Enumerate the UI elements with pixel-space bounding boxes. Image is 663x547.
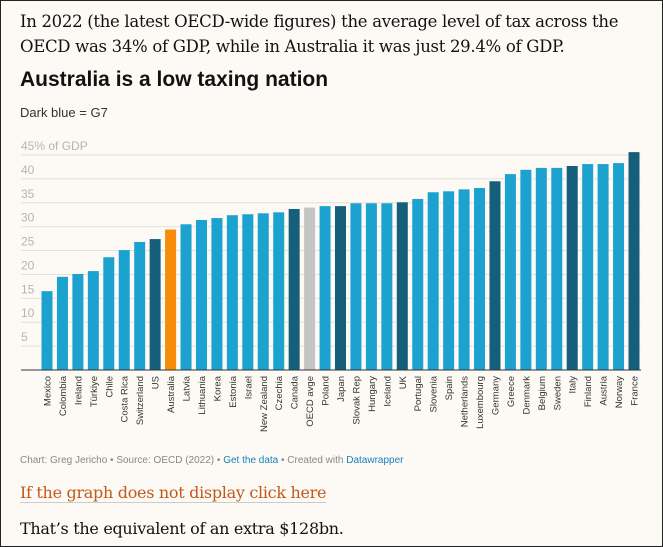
bar-mexico[interactable] (41, 291, 53, 370)
x-tick-label: Czechia (274, 375, 285, 410)
bar-switzerland[interactable] (134, 241, 146, 370)
x-tick-label: Germany (490, 376, 501, 415)
x-tick-label: Mexico (43, 376, 54, 406)
x-tick-label: Lithuania (197, 375, 208, 414)
y-tick-label: 40 (21, 163, 35, 177)
x-tick-label: Poland (321, 376, 332, 406)
y-tick-label: 20 (21, 258, 35, 272)
x-tick-label: Sweden (552, 376, 563, 410)
x-tick-label: Ireland (73, 376, 84, 405)
bar-slovenia[interactable] (427, 192, 439, 370)
y-tick-label: 35 (21, 187, 35, 201)
x-tick-label: OECD avge (305, 376, 316, 427)
x-tick-label: Luxembourg (475, 376, 486, 429)
x-tick-label: Korea (212, 375, 223, 401)
bar-germany[interactable] (489, 181, 501, 370)
bar-luxembourg[interactable] (474, 187, 486, 370)
x-tick-label: Spain (444, 376, 455, 400)
chart-credit: Chart: Greg Jericho • Source: OECD (2022… (20, 455, 224, 466)
x-tick-label: Hungary (367, 376, 378, 412)
bar-czechia[interactable] (273, 212, 285, 370)
bar-chart: 5 10 15 20 25 30 35 40 45% of GDP Mexico Colombia I… (21, 139, 641, 432)
bar-finland[interactable] (582, 164, 594, 370)
bar-oecd-avge[interactable] (304, 207, 316, 370)
x-tick-label: Israel (243, 376, 254, 399)
bar-korea[interactable] (211, 218, 223, 370)
x-tick-label: France (630, 376, 641, 406)
y-tick-label: 25 (21, 235, 35, 249)
bar-hungary[interactable] (365, 203, 377, 370)
bar-canada[interactable] (288, 208, 300, 370)
x-tick-label: Japan (336, 376, 347, 402)
intro-paragraph: In 2022 (the latest OECD-wide figures) t… (20, 12, 619, 56)
bar-israel[interactable] (242, 214, 254, 370)
x-tick-label: Australia (166, 375, 177, 413)
bar-france[interactable] (628, 152, 640, 370)
x-tick-label: Türkiye (89, 376, 100, 407)
x-tick-label: Slovenia (429, 375, 440, 412)
bar-iceland[interactable] (381, 203, 393, 370)
y-tick-label: 45% of GDP (21, 139, 88, 153)
chart-subtitle: Dark blue = G7 (20, 105, 108, 120)
get-data-link[interactable]: Get the data (223, 455, 279, 466)
datawrapper-link[interactable]: Datawrapper (346, 455, 404, 466)
y-tick-label: 30 (21, 211, 35, 225)
bar-estonia[interactable] (226, 215, 238, 370)
bar-japan[interactable] (335, 206, 346, 370)
x-tick-label: Austria (599, 375, 610, 405)
x-tick-label: Belgium (537, 376, 548, 410)
x-tick-label: Slovak Rep (351, 376, 362, 425)
x-tick-label: Switzerland (135, 376, 146, 425)
bar-us[interactable] (149, 239, 161, 370)
x-tick-label: US (151, 376, 162, 389)
x-tick-label: Iceland (382, 376, 393, 407)
bar-colombia[interactable] (56, 276, 68, 370)
y-tick-label: 5 (21, 330, 28, 344)
created-with-text: • Created with (278, 455, 347, 466)
x-tick-label: Canada (290, 375, 301, 409)
x-tick-label: UK (398, 375, 409, 389)
x-tick-label: Denmark (521, 376, 532, 415)
bar-austria[interactable] (597, 164, 609, 370)
bar-türkiye[interactable] (87, 271, 99, 370)
bar-slovak-rep[interactable] (350, 203, 362, 370)
bar-latvia[interactable] (180, 224, 192, 370)
x-tick-label: Colombia (58, 375, 69, 416)
bar-chile[interactable] (103, 257, 115, 370)
x-tick-label: Chile (104, 376, 115, 398)
bar-netherlands[interactable] (458, 189, 470, 370)
x-tick-label: Portugal (413, 376, 424, 411)
closing-paragraph: That’s the equivalent of an extra $128bn… (20, 519, 344, 538)
y-tick-label: 10 (21, 306, 35, 320)
bar-sweden[interactable] (551, 167, 563, 370)
y-tick-label: 15 (21, 282, 35, 296)
bar-costa-rica[interactable] (118, 250, 130, 370)
bar-uk[interactable] (396, 202, 408, 370)
bar-portugal[interactable] (412, 198, 424, 370)
graph-fallback-link[interactable]: If the graph does not display click here (20, 483, 327, 503)
x-tick-label: Costa Rica (120, 375, 131, 422)
bar-denmark[interactable] (520, 169, 532, 370)
x-tick-label: New Zealand (259, 376, 270, 432)
bar-ireland[interactable] (72, 273, 84, 370)
bar-italy[interactable] (566, 165, 578, 370)
x-tick-label: Finland (583, 376, 594, 407)
x-tick-label: Latvia (182, 375, 193, 401)
x-tick-label: Norway (614, 376, 625, 408)
x-tick-label: Estonia (228, 375, 239, 407)
bar-poland[interactable] (319, 206, 331, 370)
bar-norway[interactable] (613, 163, 625, 370)
bar-spain[interactable] (443, 191, 455, 370)
bar-belgium[interactable] (535, 167, 547, 370)
x-tick-label: Netherlands (460, 376, 471, 427)
chart-footer: Chart: Greg Jericho • Source: OECD (2022… (20, 455, 404, 466)
bar-australia[interactable] (165, 229, 177, 370)
x-tick-label: Italy (568, 376, 579, 394)
bar-lithuania[interactable] (195, 219, 207, 370)
bar-greece[interactable] (504, 174, 516, 370)
chart-title: Australia is a low taxing nation (20, 68, 329, 91)
x-tick-label: Greece (506, 376, 517, 407)
bar-new-zealand[interactable] (257, 213, 269, 370)
